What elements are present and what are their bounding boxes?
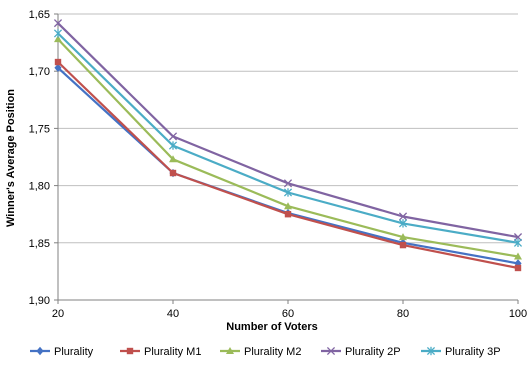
data-point-plurality-2p [283,179,293,188]
y-axis-title: Winner's Average Position [5,89,17,227]
legend-item-plurality-2p: Plurality 2P [321,346,401,358]
y-tick-label: 1,70 [29,66,50,78]
data-point-plurality-3p [513,238,523,247]
y-tick-label: 1,80 [29,181,50,193]
data-point-plurality-2p [398,212,408,221]
data-point-plurality-m2 [284,202,292,210]
data-point-plurality-3p [168,141,178,150]
legend-item-plurality: Plurality [30,346,94,358]
x-tick-label: 80 [397,308,409,320]
legend-label: Plurality 3P [445,346,501,358]
data-point-plurality-m2 [399,233,407,241]
x-tick-label: 20 [52,308,64,320]
data-point-plurality-2p-stroke [168,132,178,141]
legend-swatch-marker [326,346,336,356]
data-point-plurality-2p [513,233,523,242]
legend-label: Plurality M2 [244,346,301,358]
x-tick-label: 100 [509,308,527,320]
data-point-plurality-3p [283,188,293,197]
legend-swatch-marker [226,347,234,354]
x-axis-title: Number of Voters [226,321,317,333]
data-point-plurality-2p-stroke [283,179,293,188]
x-tick-label: 60 [282,308,294,320]
grid-layer [58,13,518,301]
legend-label: Plurality [54,346,94,358]
legend-swatch-marker [36,346,44,356]
data-point-plurality-m1 [54,58,62,66]
data-point-plurality-2p [168,132,178,141]
series-line-plurality [57,66,519,265]
data-point-plurality-m1 [284,211,292,218]
data-point-plurality-3p [53,29,63,38]
series-line-plurality-m1 [57,61,519,270]
data-point-plurality-m2 [169,155,177,163]
legend-swatch-marker [126,347,134,355]
y-tick-label: 1,90 [29,295,50,307]
series-layer [53,19,523,272]
data-point-plurality-m2 [54,35,62,43]
data-point-plurality-2p-stroke [53,19,63,28]
legend-item-plurality-3p: Plurality 3P [421,346,501,358]
data-point-plurality-2p-stroke [398,212,408,221]
x-tick-label: 40 [167,308,179,320]
y-tick-label: 1,75 [29,123,50,135]
data-point-plurality-m1 [169,169,177,177]
legend-item-plurality-m2: Plurality M2 [220,346,301,358]
legend-label: Plurality M1 [144,346,201,358]
data-point-plurality-m1 [399,241,407,249]
legend: Plurality Plurality M1 Plurality M2 Plurali… [30,346,501,358]
data-point-plurality-m1 [514,264,522,272]
data-point-plurality-m2 [514,252,522,260]
legend-item-plurality-m1: Plurality M1 [120,346,201,358]
legend-swatch-marker-stroke [326,346,336,356]
y-tick-label: 1,65 [29,9,50,21]
legend-label: Plurality 2P [345,346,401,358]
data-point-plurality-3p [398,219,408,228]
data-point-plurality [54,63,62,72]
y-tick-label: 1,85 [29,238,50,250]
data-point-plurality-2p-stroke [513,233,523,242]
data-point-plurality-2p [53,19,63,28]
legend-swatch-marker [426,346,436,356]
